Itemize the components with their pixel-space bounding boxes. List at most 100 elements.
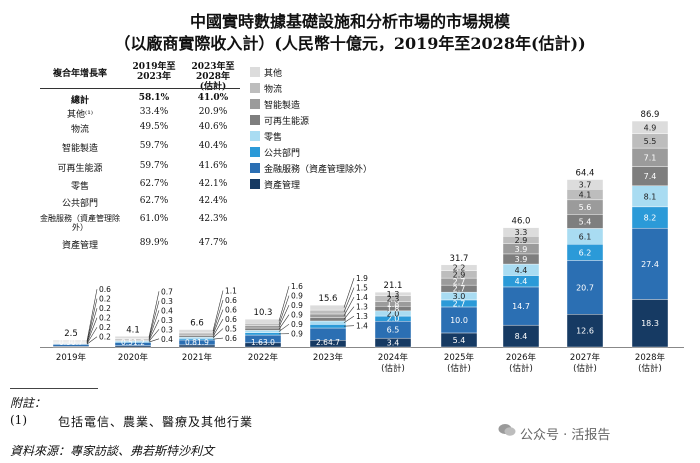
segment-value-label: 0.6 [225, 315, 237, 324]
callout-line [343, 306, 355, 320]
segment-value-label: 0.7 [161, 287, 173, 296]
segment-value-label: 5.4 [453, 336, 466, 345]
bar-total-label: 4.1 [126, 325, 140, 335]
legend-label: 智能製造 [264, 101, 301, 111]
bar-segment [114, 336, 152, 339]
callout-line [86, 298, 98, 343]
callout-line [212, 309, 224, 335]
callout-line [148, 338, 160, 343]
callout-line [278, 323, 290, 332]
bar-segment [52, 340, 90, 342]
bar-segment [178, 333, 216, 336]
segment-value-label: 7.1 [644, 153, 657, 162]
segment-value-label: 1.8 [387, 300, 400, 309]
callout-line [212, 318, 224, 337]
x-tick-label: 2025年 [444, 352, 475, 363]
bar-segment [566, 179, 604, 190]
x-tick-label: 2028年 [635, 352, 666, 363]
segment-value-label: 14.7 [512, 302, 530, 311]
cagr-row: 金融服務（資產管理除外） 61.0% 42.3% [40, 214, 240, 232]
segment-value-label: 0.4 [161, 306, 173, 315]
bar-segment [178, 335, 216, 338]
bar-total-label: 46.0 [512, 217, 531, 227]
segment-value-label: 0.2 [99, 304, 111, 313]
x-tick-label: 2021年 [182, 352, 213, 363]
segment-value-label: 4.4 [515, 277, 528, 286]
segment-value-label: 0.9 [291, 320, 303, 329]
segment-value-label: 3.0 [453, 292, 466, 301]
callout-line [278, 286, 290, 322]
segment-value-label: 0.5 [225, 325, 237, 334]
segment-value-label: 6.1 [579, 232, 592, 241]
cagr-row: 零售 62.7% 42.1% [40, 179, 240, 192]
cagr-row-label: 資產管理 [61, 241, 98, 251]
segment-value-label: 4.7 [328, 338, 340, 347]
cagr-row: 資產管理 89.9% 47.7% [40, 238, 240, 251]
watermark: 公众号 · 活报告 [498, 424, 610, 443]
segment-value-label: 4.4 [515, 266, 528, 275]
chart-subtitle: （以廠商實際收入計）(人民幣十億元，2019年至2028年(估計)) [114, 34, 586, 53]
segment-value-label: 0.8 [185, 338, 197, 347]
cagr-row-label: 零售 [70, 182, 89, 192]
cagr-row-label: 其他⁽¹⁾ [66, 110, 94, 120]
x-tick-label: 2023年 [313, 352, 344, 363]
cagr-row-label: 公共部門 [61, 199, 98, 209]
x-tick-sublabel: (估計) [381, 363, 405, 374]
x-tick-label: 2024年 [378, 352, 409, 363]
segment-value-label: 3.0 [263, 338, 275, 347]
cagr-row-label: 金融服務（資產管理除外） [40, 214, 120, 232]
legend-label: 資產管理 [264, 181, 301, 191]
cagr-row-label: 可再生能源 [57, 164, 103, 174]
segment-value-label: 0.9 [291, 301, 303, 310]
segment-value-label: 1.6 [291, 282, 303, 291]
cagr-row-value-period1: 59.7% [139, 161, 169, 171]
bar-segment [309, 324, 347, 329]
cagr-row-label: 智能製造 [61, 144, 98, 154]
segment-value-label: 7.4 [644, 172, 657, 181]
legend-label: 零售 [264, 133, 283, 143]
segment-value-label: 0.6 [99, 285, 111, 294]
bar-segment [178, 332, 216, 335]
callout-line [86, 308, 98, 343]
segment-value-label: 8.2 [644, 214, 657, 223]
segment-value-label: 1.6 [251, 338, 263, 347]
segment-value-label: 3.7 [579, 180, 592, 189]
segment-value-label: 3.3 [515, 228, 528, 237]
cagr-divider [40, 88, 240, 89]
segment-value-label: 2.6 [316, 338, 328, 347]
bar-total-label: 15.6 [319, 294, 338, 304]
bar-segment [244, 325, 282, 329]
legend-swatch [250, 131, 260, 141]
callout-line [278, 314, 290, 330]
bar-total-label: 2.5 [64, 329, 78, 339]
cagr-row-value-period2: 40.6% [198, 122, 228, 132]
legend-swatch [250, 67, 260, 77]
bar-total-label: 31.7 [450, 254, 469, 264]
segment-value-label: 10.0 [450, 316, 468, 325]
cagr-row-value-period1: 62.7% [139, 179, 169, 189]
segment-value-label: 3.4 [387, 339, 400, 348]
callout-line [148, 319, 160, 341]
callout-line [343, 325, 355, 327]
callout-line [148, 291, 160, 338]
segment-value-label: 5.4 [579, 217, 592, 226]
note-text: 包括電信、農業、醫療及其他行業 [58, 415, 254, 429]
segment-value-label: 2.0 [387, 309, 400, 318]
x-tick-sublabel: (估計) [573, 363, 597, 374]
bar-segment [502, 227, 540, 237]
segment-value-label: 0.5 [121, 338, 133, 347]
legend-label: 公共部門 [264, 149, 301, 159]
cagr-row: 物流 49.5% 40.6% [40, 122, 240, 135]
bar-segment [631, 299, 669, 348]
cagr-header-row: 複合年增長率 2019年至2023年 2023年至2028年(估計) [40, 62, 240, 92]
bar-total-label: 64.4 [576, 169, 595, 179]
cagr-row-value-period1: 59.7% [139, 141, 169, 151]
segment-value-label: 2.7 [453, 278, 466, 287]
callout-line [86, 336, 98, 345]
segment-value-label: 1.4 [356, 293, 368, 302]
bar-segment [244, 327, 282, 331]
cagr-header-period1: 2019年至2023年 [132, 62, 176, 82]
segment-value-label: 1.3 [387, 290, 400, 299]
segment-value-label: 18.3 [641, 319, 659, 328]
cagr-row-value-period2: 42.3% [198, 214, 228, 224]
